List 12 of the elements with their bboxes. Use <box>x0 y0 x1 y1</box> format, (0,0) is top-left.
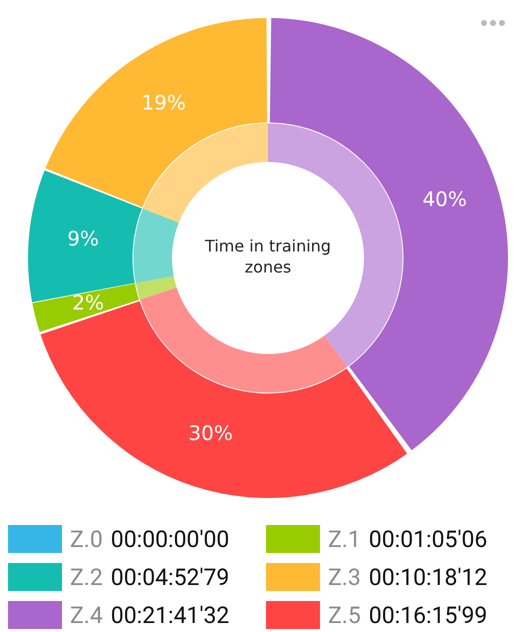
legend-label: Z.4 00:21:41'32 <box>70 602 230 628</box>
data-label: 40% <box>422 186 467 211</box>
legend-label: Z.5 00:16:15'99 <box>328 602 488 628</box>
data-label: 19% <box>141 90 186 115</box>
data-label: 9% <box>67 226 99 251</box>
text: Time in training zones <box>204 236 331 277</box>
legend-label: Z.1 00:01:05'06 <box>328 526 488 552</box>
data-label: 30% <box>188 420 233 445</box>
data-label: 2% <box>72 290 104 314</box>
legend-label: Z.0 00:00:00'00 <box>70 526 230 552</box>
legend-label: Z.2 00:04:52'79 <box>70 564 230 590</box>
legend-label: Z.3 00:10:18'12 <box>328 564 488 590</box>
